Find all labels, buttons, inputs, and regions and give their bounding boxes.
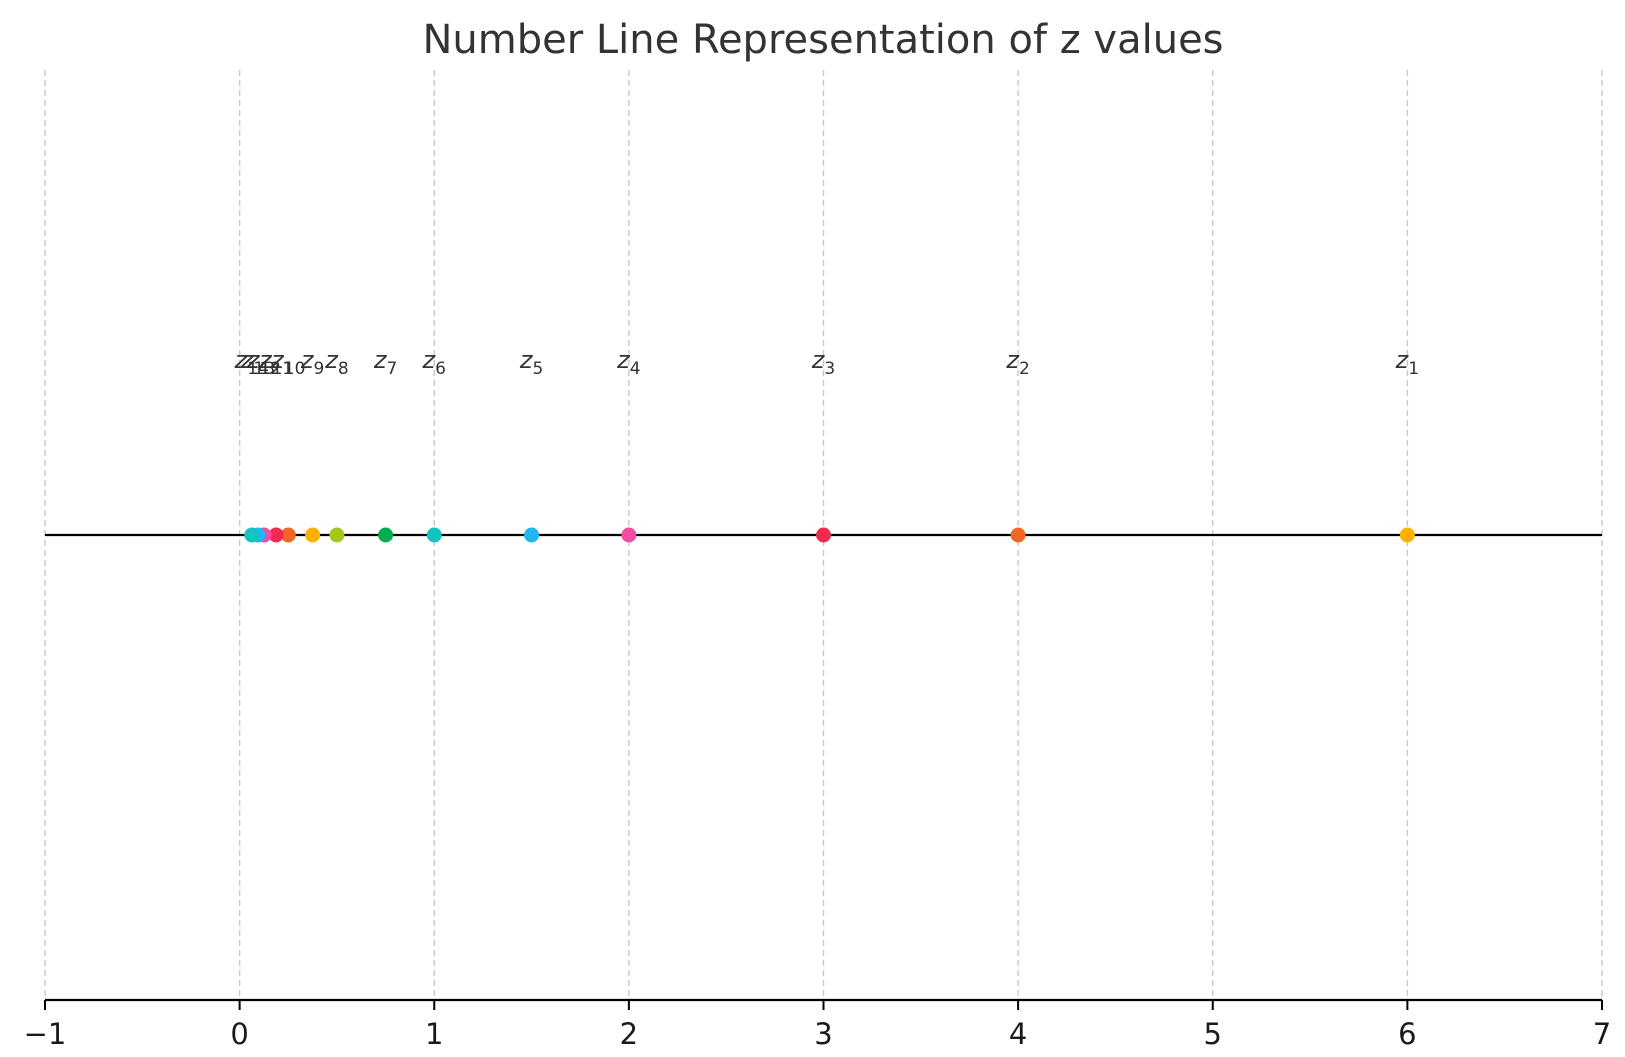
data-points [244, 527, 1415, 543]
data-point [621, 527, 637, 543]
data-point [1010, 527, 1026, 543]
data-point [268, 527, 284, 543]
point-label: z1 [1395, 346, 1419, 379]
x-tick-label: −1 [24, 1017, 67, 1051]
data-point [280, 527, 296, 543]
data-point [305, 527, 321, 543]
point-label: z13 [240, 346, 275, 379]
data-point [816, 527, 831, 543]
point-label: z6 [422, 346, 446, 379]
data-point [244, 527, 260, 543]
point-label: z3 [811, 346, 835, 379]
x-tick-label: 2 [620, 1017, 638, 1051]
x-tick-label: 6 [1398, 1017, 1416, 1051]
data-point [426, 527, 442, 543]
point-label: z8 [324, 346, 348, 379]
point-label: z14 [234, 346, 269, 379]
data-point [329, 527, 345, 543]
x-tick-label: 1 [425, 1017, 443, 1051]
x-tick-label: 5 [1204, 1017, 1222, 1051]
point-label: z12 [246, 346, 281, 379]
point-label: z9 [300, 346, 324, 379]
data-point [524, 527, 540, 543]
point-label: z7 [373, 346, 397, 379]
x-tick-label: 0 [230, 1017, 248, 1051]
data-point [1399, 527, 1415, 543]
point-label: z10 [270, 346, 305, 379]
chart-title: Number Line Representation of z values [422, 17, 1223, 63]
point-label: z4 [616, 346, 640, 379]
x-tick-label: 7 [1593, 1017, 1611, 1051]
point-label: z5 [519, 346, 543, 379]
point-label: z2 [1005, 346, 1029, 379]
x-tick-label: 3 [814, 1017, 832, 1051]
point-label: z11 [258, 346, 293, 379]
x-tick-label: 4 [1009, 1017, 1027, 1051]
data-point [378, 527, 394, 543]
x-axis-ticks: −1 0 1 2 3 4 5 6 7 [24, 1000, 1611, 1051]
